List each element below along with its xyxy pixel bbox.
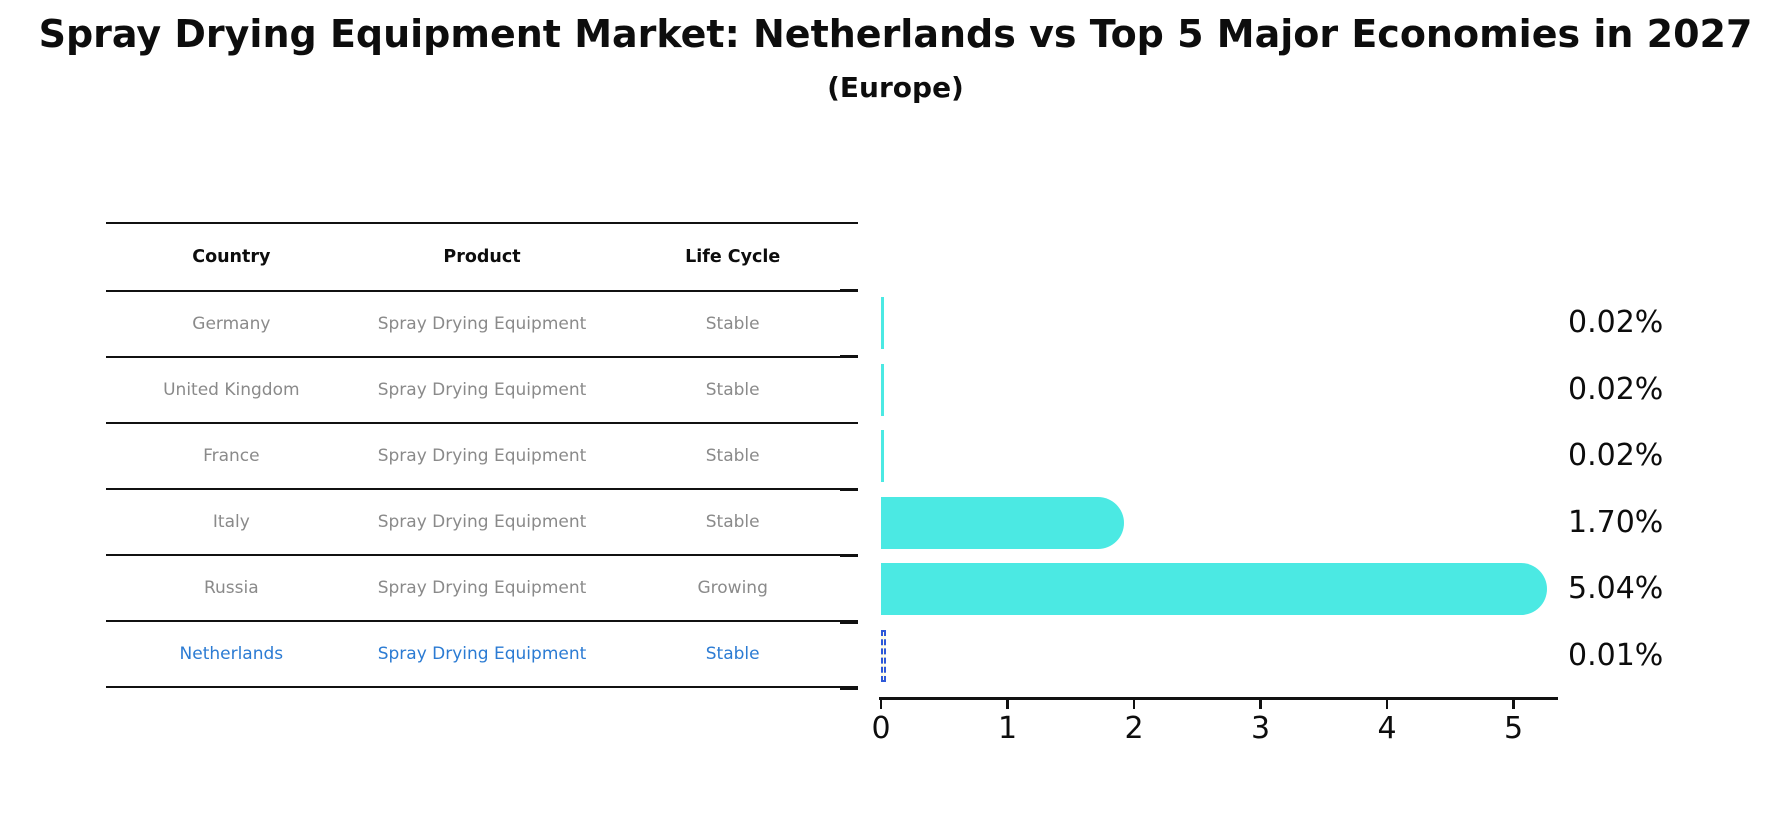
product-cell: Spray Drying Equipment (377, 379, 587, 400)
bar-netherlands (881, 629, 886, 682)
x-tick-label-5: 5 (1503, 711, 1524, 746)
y-axis-tick (840, 288, 858, 292)
x-axis-tick (1385, 699, 1389, 709)
table-header-country: Country (192, 246, 271, 267)
y-axis-tick (840, 687, 858, 691)
table-header-life-cycle: Life Cycle (685, 246, 781, 267)
life-cycle-cell: Stable (705, 643, 760, 664)
product-cell: Spray Drying Equipment (377, 445, 587, 466)
table-header-row: Country Product Life Cycle (106, 224, 858, 292)
life-cycle-cell: Growing (697, 577, 768, 598)
value-label-germany: 0.02% (1568, 305, 1664, 341)
country-cell: Italy (212, 511, 250, 532)
product-cell: Spray Drying Equipment (377, 511, 587, 532)
value-label-france: 0.02% (1568, 438, 1664, 474)
chart-title: Spray Drying Equipment Market: Netherlan… (38, 12, 1753, 56)
country-cell: Germany (192, 313, 271, 334)
y-axis-tick (840, 488, 858, 491)
country-cell: Russia (203, 577, 259, 598)
bar-russia (881, 563, 1547, 616)
y-axis-tick (840, 554, 858, 558)
x-axis-tick (1512, 699, 1515, 709)
bar-italy (881, 496, 1125, 549)
life-cycle-cell: Stable (705, 313, 760, 334)
life-cycle-cell: Stable (705, 379, 760, 400)
table-row-germany: Germany Spray Drying Equipment Stable (106, 292, 858, 358)
product-cell: Spray Drying Equipment (377, 577, 587, 598)
table-header-product: Product (443, 246, 521, 267)
table-row-netherlands: Netherlands Spray Drying Equipment Stable (106, 622, 858, 688)
table-row-united-kingdom: United Kingdom Spray Drying Equipment Stab… (106, 358, 858, 424)
x-tick-label-2: 2 (1124, 711, 1144, 746)
life-cycle-cell: Stable (705, 511, 760, 532)
country-cell: Netherlands (179, 643, 284, 664)
x-axis-tick (1006, 699, 1009, 709)
x-axis-tick (1132, 699, 1136, 709)
x-axis-tick (879, 699, 883, 709)
x-axis-tick (1259, 699, 1262, 709)
x-tick-label-0: 0 (871, 711, 891, 746)
value-label-russia: 5.04% (1568, 571, 1664, 607)
x-axis-line (879, 697, 1558, 700)
bar-united-kingdom (881, 363, 884, 416)
life-cycle-cell: Stable (705, 445, 760, 466)
value-label-italy: 1.70% (1568, 504, 1664, 540)
x-tick-label-4: 4 (1377, 711, 1397, 746)
table-row-russia: Russia Spray Drying Equipment Growing (106, 556, 858, 622)
y-axis-tick (840, 355, 858, 358)
country-cell: France (203, 445, 260, 466)
product-cell: Spray Drying Equipment (377, 313, 587, 334)
y-axis-tick (840, 421, 858, 425)
table-row-france: France Spray Drying Equipment Stable (106, 424, 858, 490)
country-data-table: Country Product Life Cycle Germany Spray Dry… (106, 222, 858, 688)
x-tick-label-1: 1 (997, 711, 1018, 746)
chart-subtitle: (Europe) (827, 71, 964, 104)
table-row-italy: Italy Spray Drying Equipment Stable (106, 490, 858, 556)
product-cell: Spray Drying Equipment (377, 643, 587, 664)
x-tick-label-3: 3 (1250, 711, 1271, 746)
y-axis-tick (840, 621, 858, 624)
value-label-netherlands: 0.01% (1568, 637, 1664, 673)
country-cell: United Kingdom (163, 379, 300, 400)
value-label-united-kingdom: 0.02% (1568, 371, 1664, 407)
bar-france (881, 430, 884, 483)
bar-germany (881, 297, 884, 350)
